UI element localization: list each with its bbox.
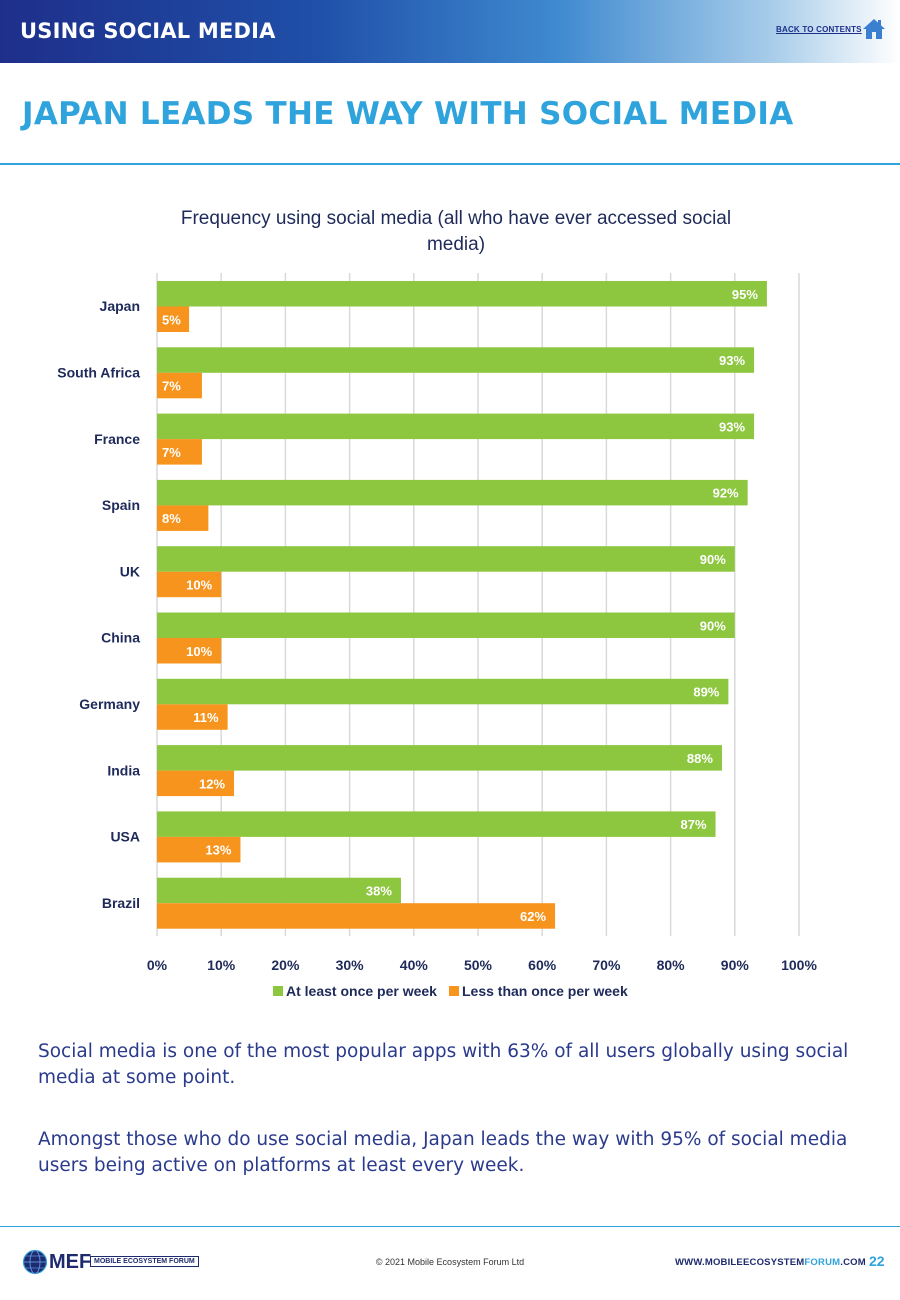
data-label: 12% — [199, 776, 225, 791]
x-tick-label: 90% — [721, 957, 750, 973]
home-icon[interactable] — [861, 16, 887, 42]
data-label: 7% — [162, 379, 181, 394]
category-label: China — [101, 630, 140, 646]
website-mid: MOBILEECOSYSTEM — [704, 1257, 805, 1268]
data-label: 11% — [193, 710, 219, 725]
data-label: 89% — [693, 685, 719, 700]
bar-less-than-weekly — [157, 704, 228, 730]
data-label: 90% — [700, 618, 726, 633]
category-label: France — [94, 431, 140, 447]
data-label: 13% — [205, 843, 231, 858]
bar-weekly — [157, 745, 722, 771]
x-tick-label: 100% — [781, 957, 817, 973]
category-label: UK — [120, 563, 140, 579]
section-title: USING SOCIAL MEDIA — [20, 19, 276, 43]
category-label: South Africa — [57, 364, 140, 380]
x-tick-label: 30% — [336, 957, 365, 973]
legend-swatch-less-than-weekly — [449, 986, 459, 996]
body-paragraph-1: Social media is one of the most popular … — [38, 1041, 849, 1088]
data-label: 7% — [162, 445, 181, 460]
data-label: 92% — [713, 486, 739, 501]
data-label: 10% — [186, 577, 212, 592]
bar-less-than-weekly — [157, 571, 222, 598]
website-pre: WWW. — [675, 1257, 705, 1268]
data-label: 10% — [186, 644, 212, 659]
bar-weekly — [157, 811, 716, 837]
website-highlight: FORUM — [804, 1257, 841, 1268]
data-label: 38% — [366, 883, 392, 898]
x-tick-label: 40% — [400, 957, 429, 973]
bar-weekly — [157, 281, 767, 307]
bar-weekly — [157, 678, 729, 705]
website-post: .COM — [840, 1257, 866, 1268]
data-label: 8% — [162, 511, 181, 526]
legend-label-less-than-weekly: Less than once per week — [462, 983, 628, 999]
logo-subtext: MOBILE ECOSYSTEM FORUM — [90, 1256, 199, 1267]
bar-less-than-weekly — [157, 770, 235, 797]
bar-chart: Frequency using social media (all who ha… — [57, 208, 817, 999]
data-label: 87% — [681, 817, 707, 832]
x-tick-label: 80% — [657, 957, 686, 973]
category-label: Brazil — [102, 895, 140, 911]
bar-less-than-weekly — [157, 372, 202, 399]
mef-logo: MEF MOBILE ECOSYSTEM FORUM — [22, 1249, 199, 1277]
page-headline: JAPAN LEADS THE WAY WITH SOCIAL MEDIA — [22, 96, 794, 132]
x-tick-label: 20% — [271, 957, 300, 973]
data-label: 93% — [719, 419, 745, 434]
data-label: 90% — [700, 552, 726, 567]
bar-less-than-weekly — [157, 903, 556, 929]
category-label: USA — [110, 829, 140, 845]
category-label: Spain — [102, 497, 140, 513]
globe-icon — [22, 1249, 48, 1275]
x-tick-label: 50% — [464, 957, 493, 973]
bar-less-than-weekly — [157, 439, 202, 465]
legend-swatch-weekly — [273, 986, 283, 996]
back-to-contents-link[interactable]: BACK TO CONTENTS — [776, 25, 862, 34]
bar-less-than-weekly — [157, 306, 190, 332]
bar-weekly — [157, 612, 735, 638]
data-label: 5% — [162, 312, 181, 327]
legend-label-weekly: At least once per week — [286, 983, 437, 999]
bar-less-than-weekly — [157, 638, 222, 664]
bar-weekly — [157, 877, 401, 904]
data-label: 93% — [719, 353, 745, 368]
bar-weekly — [157, 413, 755, 440]
chart-title-line-2: media) — [427, 234, 485, 255]
bar-weekly — [157, 546, 735, 572]
data-label: 95% — [732, 287, 758, 302]
website-link[interactable]: WWW.MOBILEECOSYSTEMFORUM.COM — [675, 1257, 866, 1268]
logo-text: MEF — [49, 1251, 92, 1273]
x-tick-label: 60% — [528, 957, 557, 973]
data-label: 62% — [520, 909, 546, 924]
footer-divider — [0, 1226, 900, 1227]
divider — [0, 163, 900, 165]
category-label: Germany — [79, 696, 140, 712]
bar-weekly — [157, 347, 755, 373]
page-number: 22 — [869, 1253, 885, 1269]
copyright: © 2021 Mobile Ecosystem Forum Ltd — [375, 1257, 525, 1267]
x-tick-label: 0% — [147, 957, 168, 973]
data-label: 88% — [687, 751, 713, 766]
body-paragraph-2: Amongst those who do use social media, J… — [38, 1129, 848, 1176]
x-tick-label: 70% — [592, 957, 621, 973]
chart-title-line-1: Frequency using social media (all who ha… — [181, 208, 731, 229]
bar-weekly — [157, 479, 748, 506]
header-banner: USING SOCIAL MEDIA BACK TO CONTENTS — [0, 0, 900, 63]
category-label: Japan — [100, 298, 140, 314]
bar-less-than-weekly — [157, 836, 241, 863]
bar-less-than-weekly — [157, 505, 209, 531]
x-tick-label: 10% — [207, 957, 236, 973]
category-label: India — [107, 762, 140, 778]
